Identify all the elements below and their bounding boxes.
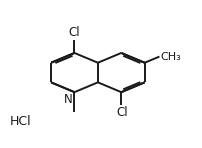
Text: N: N — [64, 93, 73, 106]
Text: Cl: Cl — [68, 26, 80, 39]
Text: HCl: HCl — [9, 115, 31, 128]
Text: Cl: Cl — [116, 106, 127, 119]
Text: CH₃: CH₃ — [160, 52, 180, 62]
